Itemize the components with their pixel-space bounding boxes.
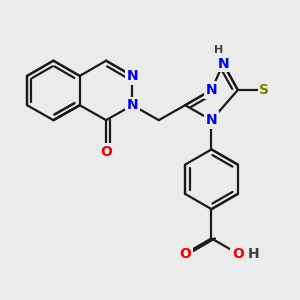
Text: N: N xyxy=(206,113,217,127)
Text: N: N xyxy=(218,57,229,70)
Text: N: N xyxy=(127,98,138,112)
Text: H: H xyxy=(248,247,260,261)
Text: O: O xyxy=(179,247,191,261)
Text: O: O xyxy=(232,247,244,261)
Text: S: S xyxy=(259,83,269,97)
Text: O: O xyxy=(100,145,112,159)
Text: N: N xyxy=(127,69,138,83)
Text: H: H xyxy=(214,46,224,56)
Text: N: N xyxy=(206,83,217,97)
